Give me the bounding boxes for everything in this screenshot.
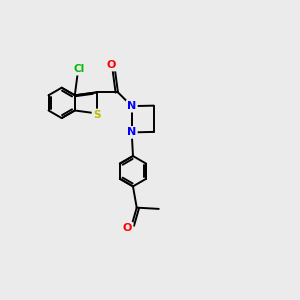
Text: O: O xyxy=(107,60,116,70)
Text: N: N xyxy=(127,101,136,111)
Text: N: N xyxy=(127,128,136,137)
Text: S: S xyxy=(93,110,100,120)
Text: O: O xyxy=(123,223,132,233)
Text: Cl: Cl xyxy=(74,64,85,74)
